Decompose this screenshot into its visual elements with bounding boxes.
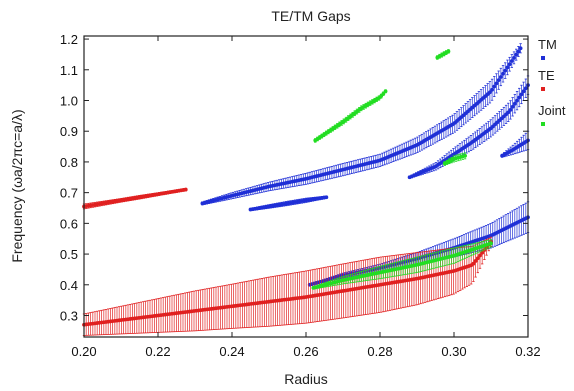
gap-center-point xyxy=(487,90,492,95)
y-tick-label: 0.8 xyxy=(60,155,78,170)
gap-band xyxy=(435,49,451,60)
gap-center-point xyxy=(507,62,512,67)
gap-center-point xyxy=(475,256,480,261)
x-tick-label: 0.28 xyxy=(367,344,392,359)
gap-center-point xyxy=(510,104,515,109)
gap-band xyxy=(82,236,493,336)
gap-center-point xyxy=(496,78,501,83)
x-tick-label: 0.26 xyxy=(293,344,318,359)
gap-center-point xyxy=(514,52,519,57)
gap-band xyxy=(500,130,530,158)
y-tick-label: 1.0 xyxy=(60,94,78,109)
y-axis-label: Frequency (ωa/2πc=a/λ) xyxy=(9,109,25,262)
gap-center-point xyxy=(183,187,188,192)
gap-center-point xyxy=(508,107,513,112)
gap-band xyxy=(442,152,467,166)
gap-center-point xyxy=(492,84,497,89)
gap-center-point xyxy=(518,46,523,51)
gap-center-point xyxy=(503,68,508,73)
gap-center-point xyxy=(523,86,528,91)
y-tick-label: 0.3 xyxy=(60,309,78,324)
legend-marker-tm xyxy=(541,56,545,60)
gap-center-point xyxy=(446,49,451,54)
gap-center-point xyxy=(478,253,482,258)
gap-band xyxy=(311,239,493,290)
gap-center-point xyxy=(506,110,511,115)
chart-title: TE/TM Gaps xyxy=(271,8,350,24)
gap-center-point xyxy=(501,71,505,76)
legend-label-joint: Joint xyxy=(538,103,566,118)
gap-center-point xyxy=(519,92,524,97)
gap-center-point xyxy=(490,87,494,92)
gap-center-point xyxy=(463,153,467,158)
gap-center-point xyxy=(379,94,384,99)
legend-label-tm: TM xyxy=(538,37,557,52)
gap-band xyxy=(248,195,329,212)
gap-center-point xyxy=(512,55,516,60)
y-tick-label: 0.4 xyxy=(60,278,78,293)
legend-label-te: TE xyxy=(538,68,555,83)
x-axis-label: Radius xyxy=(284,371,328,387)
plot-area xyxy=(82,43,530,336)
gap-center-point xyxy=(324,195,329,200)
gap-center-point xyxy=(471,261,476,266)
x-tick-label: 0.22 xyxy=(145,344,170,359)
y-tick-label: 1.1 xyxy=(60,63,78,78)
gap-band xyxy=(407,75,530,180)
x-axis: 0.20 0.22 0.24 0.26 0.28 0.30 0.32 xyxy=(71,36,541,359)
x-tick-label: 0.20 xyxy=(71,344,96,359)
y-tick-label: 1.2 xyxy=(60,32,78,47)
gap-band xyxy=(313,89,388,143)
gap-center-point xyxy=(383,89,388,94)
gap-center-point xyxy=(517,95,522,100)
gap-center-point xyxy=(473,259,478,263)
x-tick-label: 0.24 xyxy=(219,344,244,359)
gap-center-point xyxy=(381,91,386,96)
series-tm xyxy=(200,43,530,287)
gap-center-point xyxy=(509,59,514,63)
legend: TM TE Joint xyxy=(538,37,566,126)
series-joint xyxy=(311,49,493,290)
gap-center-point xyxy=(489,241,493,246)
gap-center-point xyxy=(516,49,521,54)
legend-marker-joint xyxy=(541,122,545,126)
gap-center-point xyxy=(505,65,510,70)
gap-center-point xyxy=(480,250,485,255)
gap-center-point xyxy=(515,98,519,103)
x-tick-label: 0.32 xyxy=(515,344,540,359)
y-tick-label: 0.5 xyxy=(60,247,78,262)
y-tick-label: 0.6 xyxy=(60,216,78,231)
gap-center-point xyxy=(498,75,503,79)
gap-center-point xyxy=(494,81,499,86)
y-tick-label: 0.9 xyxy=(60,124,78,139)
x-tick-label: 0.30 xyxy=(441,344,466,359)
gap-band xyxy=(200,43,523,206)
y-tick-label: 0.7 xyxy=(60,186,78,201)
gap-center-point xyxy=(521,89,526,94)
y-axis: 0.3 0.4 0.5 0.6 0.7 0.8 0.9 1.0 1.1 1.2 xyxy=(60,32,528,324)
legend-marker-te xyxy=(541,87,545,91)
gap-band xyxy=(82,187,188,210)
gap-center-point xyxy=(512,101,517,106)
